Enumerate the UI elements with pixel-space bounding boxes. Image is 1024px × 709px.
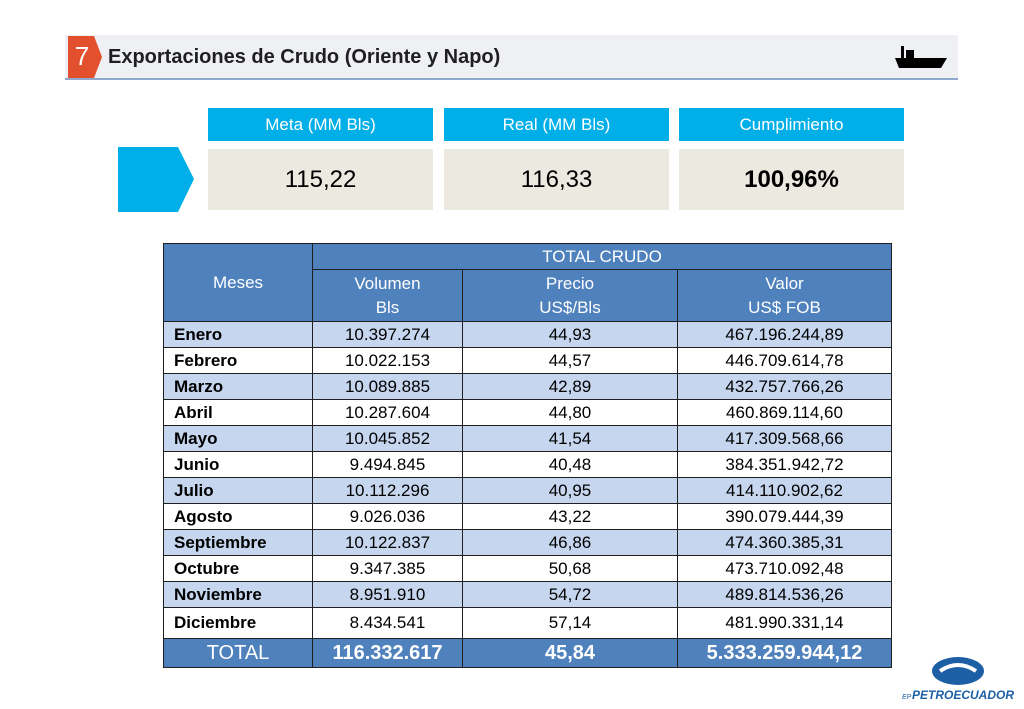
month-cell: Junio xyxy=(163,451,313,478)
row-header: Meses xyxy=(163,243,313,322)
data-cell: 10.287.604 xyxy=(312,399,463,426)
kpi-label: Meta (MM Bls) xyxy=(208,108,433,141)
slide-number: 7 xyxy=(75,41,89,71)
data-cell: 9.026.036 xyxy=(312,503,463,530)
kpi-value: 115,22 xyxy=(208,149,433,210)
group-header: TOTAL CRUDO xyxy=(312,243,892,270)
data-cell: 44,93 xyxy=(462,321,678,348)
kpi-label: Cumplimiento xyxy=(679,108,904,141)
data-cell: 10.397.274 xyxy=(312,321,463,348)
data-cell: 9.347.385 xyxy=(312,555,463,582)
number-badge: 7 xyxy=(68,36,102,78)
column-header-line: US$/Bls xyxy=(539,297,601,317)
data-cell: 390.079.444,39 xyxy=(677,503,892,530)
data-cell: 432.757.766,26 xyxy=(677,373,892,400)
column-header-line: Bls xyxy=(375,297,400,317)
data-cell: 40,95 xyxy=(462,477,678,504)
data-cell: 57,14 xyxy=(462,607,678,639)
data-cell: 10.122.837 xyxy=(312,529,463,556)
data-cell: 10.089.885 xyxy=(312,373,463,400)
data-cell: 41,54 xyxy=(462,425,678,452)
month-cell: Octubre xyxy=(163,555,313,582)
kpi-label: Real (MM Bls) xyxy=(444,108,669,141)
month-cell: Diciembre xyxy=(163,607,313,639)
ship-icon xyxy=(895,46,947,68)
arrow xyxy=(118,147,194,212)
data-cell: 10.045.852 xyxy=(312,425,463,452)
slide-title: Exportaciones de Crudo (Oriente y Napo) xyxy=(108,46,501,68)
data-cell: 467.196.244,89 xyxy=(677,321,892,348)
column-header-line: US$ FOB xyxy=(748,297,821,317)
data-cell: 489.814.536,26 xyxy=(677,581,892,608)
month-cell: Febrero xyxy=(163,347,313,374)
data-cell: 40,48 xyxy=(462,451,678,478)
data-cell: 10.022.153 xyxy=(312,347,463,374)
data-cell: 417.309.568,66 xyxy=(677,425,892,452)
data-cell: 473.710.092,48 xyxy=(677,555,892,582)
data-cell: 446.709.614,78 xyxy=(677,347,892,374)
logo: EP PETROECUADOR xyxy=(902,657,1014,702)
data-cell: 50,68 xyxy=(462,555,678,582)
column-header-line: Precio xyxy=(545,273,595,293)
month-cell: Agosto xyxy=(163,503,313,530)
kpi-value: 116,33 xyxy=(444,149,669,210)
data-cell: 414.110.902,62 xyxy=(677,477,892,504)
column-header: Valor US$ FOB xyxy=(677,269,892,322)
column-header-line: Volumen xyxy=(354,273,421,293)
column-header-line: Valor xyxy=(765,273,804,293)
logo-prefix: EP xyxy=(902,694,912,701)
total-label: TOTAL xyxy=(163,638,313,668)
data-cell: 54,72 xyxy=(462,581,678,608)
data-cell: 460.869.114,60 xyxy=(677,399,892,426)
kpi-value: 100,96% xyxy=(679,149,904,210)
data-cell: 46,86 xyxy=(462,529,678,556)
month-cell: Mayo xyxy=(163,425,313,452)
data-cell: 10.112.296 xyxy=(312,477,463,504)
total-cell: 45,84 xyxy=(462,638,678,668)
total-cell: 116.332.617 xyxy=(312,638,463,668)
data-cell: 44,80 xyxy=(462,399,678,426)
data-cell: 8.434.541 xyxy=(312,607,463,639)
month-cell: Enero xyxy=(163,321,313,348)
data-cell: 9.494.845 xyxy=(312,451,463,478)
data-cell: 384.351.942,72 xyxy=(677,451,892,478)
logo-name: PETROECUADOR xyxy=(912,688,1014,702)
data-cell: 43,22 xyxy=(462,503,678,530)
month-cell: Julio xyxy=(163,477,313,504)
month-cell: Noviembre xyxy=(163,581,313,608)
data-cell: 474.360.385,31 xyxy=(677,529,892,556)
data-cell: 481.990.331,14 xyxy=(677,607,892,639)
data-cell: 42,89 xyxy=(462,373,678,400)
column-header: Volumen Bls xyxy=(312,269,463,322)
month-cell: Septiembre xyxy=(163,529,313,556)
data-cell: 44,57 xyxy=(462,347,678,374)
header-bar xyxy=(65,35,958,80)
column-header: Precio US$/Bls xyxy=(462,269,678,322)
month-cell: Marzo xyxy=(163,373,313,400)
total-cell: 5.333.259.944,12 xyxy=(677,638,892,668)
data-cell: 8.951.910 xyxy=(312,581,463,608)
month-cell: Abril xyxy=(163,399,313,426)
